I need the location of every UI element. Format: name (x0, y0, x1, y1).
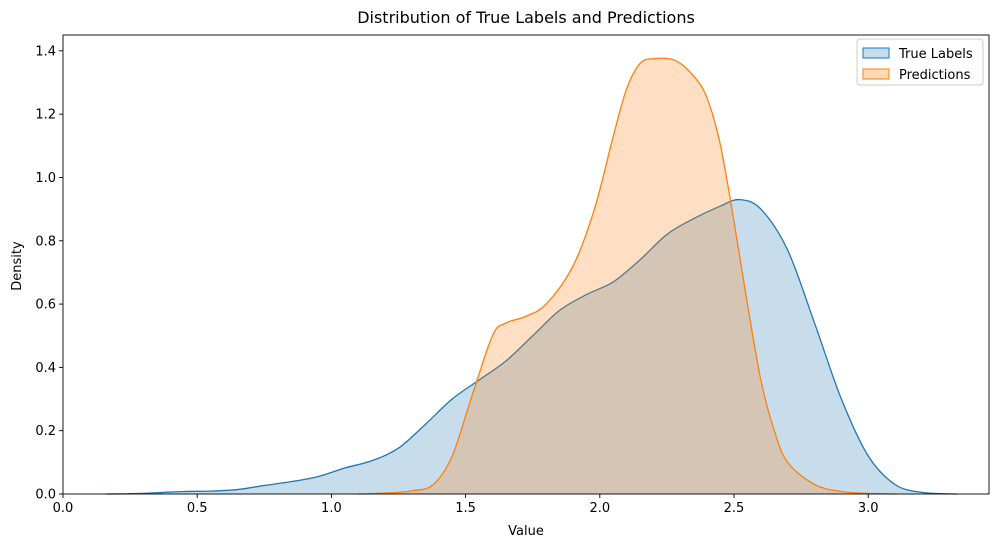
line-predictions (358, 57, 896, 495)
y-tick-label: 0.0 (35, 488, 56, 503)
y-tick-label: 1.0 (35, 171, 56, 186)
legend-label-true-labels: True Labels (898, 47, 973, 62)
y-tick-label: 0.4 (35, 361, 56, 376)
x-tick-label: 1.5 (455, 501, 476, 516)
y-tick-label: 1.2 (35, 108, 56, 123)
x-tick-label: 3.0 (858, 501, 879, 516)
x-tick-label: 0.5 (187, 501, 208, 516)
chart-title: Distribution of True Labels and Predicti… (357, 8, 695, 27)
plot-area: 0.0 0.5 1.0 1.5 2.0 2.5 3.0 0.0 0.2 0.4 0.6 0.8 1.0 1… (35, 34, 990, 516)
y-tick-label: 0.8 (35, 234, 56, 249)
legend-label-predictions: Predictions (899, 68, 971, 83)
x-tick-label: 0.0 (53, 501, 74, 516)
area-true-labels (105, 199, 957, 494)
legend-swatch-predictions (862, 68, 890, 80)
y-tick-label: 0.6 (35, 298, 56, 313)
legend-swatch-true-labels (862, 47, 890, 59)
y-tick-label: 0.2 (35, 424, 56, 439)
line-true-labels (105, 198, 957, 495)
x-tick-label: 2.5 (724, 501, 745, 516)
axes-frame (62, 34, 990, 495)
area-predictions (358, 58, 896, 494)
y-tick-label: 1.4 (35, 44, 56, 59)
x-tick-label: 2.0 (589, 501, 610, 516)
x-axis-label: Value (508, 524, 544, 539)
x-tick-label: 1.0 (321, 501, 342, 516)
y-axis-label: Density (10, 241, 25, 291)
legend: True Labels Predictions (856, 38, 984, 86)
